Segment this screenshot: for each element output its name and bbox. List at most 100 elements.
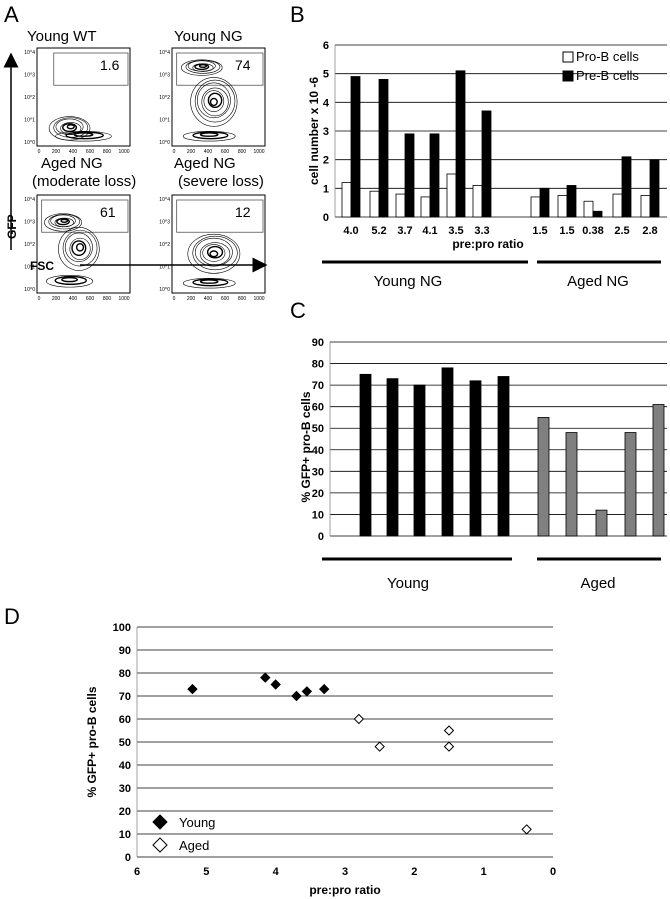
flow-y-tick: 10^1 — [159, 265, 170, 271]
chart-b-legend-label: Pre-B cells — [576, 68, 639, 83]
chart-c-group-label: Young — [387, 575, 429, 592]
chart-b-legend-label: Pro-B cells — [576, 49, 639, 64]
chart-c-bar-aged-4 — [624, 432, 637, 537]
contour-line — [62, 229, 98, 267]
chart-b-y-tick: 6 — [323, 40, 329, 52]
chart-c-bar-young-2 — [386, 378, 399, 537]
chart-d-point-aged-5 — [521, 824, 532, 835]
chart-d-x-label: pre:pro ratio — [309, 883, 380, 897]
flow-plots: 1.6 0 200 400 600 800 1000 10^0 10^1 10^2 10^3 10^4… — [24, 47, 266, 302]
flow-y-tick: 10^1 — [24, 265, 35, 271]
chart-b-x-tick: 5.2 — [371, 225, 386, 237]
contour-line — [48, 213, 81, 230]
chart-d-legend-marker — [152, 814, 168, 830]
gate-rectangle — [53, 52, 129, 86]
chart-b-bar-pre-b-cells-6 — [481, 110, 492, 218]
chart-d-point-young-1 — [187, 683, 198, 695]
flow-x-tick: 1000 — [253, 296, 264, 302]
contour-line — [46, 275, 94, 288]
contour-line — [194, 237, 233, 267]
chart-d-x-tick: 3 — [342, 866, 348, 878]
flow-x-tick: 0 — [38, 149, 41, 155]
chart-b-bar-pre-b-cells-2 — [378, 79, 389, 218]
chart-b-bar-pre-b-cells-4 — [429, 133, 440, 218]
flow-plot-3-subtitle: (moderate loss) — [32, 173, 136, 190]
chart-d-legend-label: Aged — [179, 838, 209, 853]
chart-c-y-tick: 80 — [312, 359, 324, 371]
chart-d-x-tick: 4 — [273, 866, 280, 878]
chart-d-y-tick: 20 — [119, 806, 131, 818]
contour-line — [182, 131, 236, 142]
chart-c-bar-young-4 — [441, 367, 454, 537]
chart-b-group-label: Aged NG — [567, 273, 629, 290]
flow-y-tick: 10^0 — [159, 287, 170, 293]
contour-line — [65, 131, 104, 140]
contour-line — [201, 87, 229, 117]
chart-c-bar-aged-1 — [537, 417, 550, 537]
chart-b-bar-pro-b-cells-7 — [530, 196, 541, 218]
flow-x-tick: 0 — [173, 296, 176, 302]
chart-b-group-label: Young NG — [374, 273, 443, 290]
chart-b-y-tick: 0 — [323, 212, 329, 224]
chart-b-x-tick: 1.5 — [559, 225, 574, 237]
chart-b-y-tick: 4 — [323, 97, 330, 109]
chart-b-x-tick: 2.8 — [642, 225, 657, 237]
gate-rectangle — [176, 199, 264, 233]
contour-line — [69, 237, 91, 260]
chart-c-y-tick: 30 — [312, 466, 324, 478]
contour-line — [190, 77, 238, 127]
chart-d-legend-label: Young — [179, 815, 215, 830]
flow-plot-3-title: Aged NG — [41, 155, 103, 172]
flow-plot-4-title: Aged NG — [174, 155, 236, 172]
chart-c-bar-young-5 — [469, 380, 482, 537]
contour-line — [185, 59, 221, 74]
chart-d-y-tick: 60 — [119, 714, 131, 726]
chart-c-bar-young-1 — [359, 373, 372, 537]
contour-line — [60, 122, 82, 135]
contour-line — [202, 244, 226, 262]
chart-c-group-label: Aged — [580, 575, 615, 592]
flow-x-tick: 600 — [86, 296, 95, 302]
contour-line — [71, 240, 87, 256]
chart-b-bar-pre-b-cells-10 — [621, 156, 632, 218]
contour-line — [73, 132, 94, 137]
chart-c-y-tick: 70 — [312, 380, 324, 392]
flow-y-tick: 10^0 — [159, 140, 170, 146]
chart-b-bar-pro-b-cells-4 — [420, 196, 431, 218]
flow-x-tick: 200 — [52, 296, 61, 302]
panel-a-letter: A — [4, 2, 19, 27]
chart-c-bar-aged-2 — [565, 432, 578, 537]
chart-c-bar-young-6 — [497, 376, 510, 537]
flow-y-tick: 10^3 — [159, 73, 170, 79]
flow-x-tick: 400 — [204, 296, 213, 302]
chart-b-x-tick: 4.1 — [422, 225, 437, 237]
chart-b-bar-pre-b-cells-1 — [350, 76, 361, 218]
chart-c-y-label: % GFP+ pro-B cells — [299, 391, 313, 502]
gate-percent: 12 — [235, 204, 251, 220]
flow-x-tick: 600 — [221, 296, 230, 302]
flow-y-tick: 10^2 — [159, 242, 170, 248]
panel-b-letter: B — [290, 2, 305, 27]
contour-line — [180, 59, 223, 76]
chart-c-bar-aged-3 — [595, 509, 608, 537]
flow-x-tick: 0 — [173, 149, 176, 155]
flow-x-tick: 800 — [238, 296, 247, 302]
chart-d-y-tick: 80 — [119, 668, 131, 680]
contour-line — [54, 275, 87, 286]
chart-c-y-tick: 10 — [312, 509, 324, 521]
chart-b-x-tick: 3.3 — [474, 225, 489, 237]
panel-c-letter: C — [290, 298, 306, 323]
contour-line — [209, 97, 218, 107]
flow-y-tick: 10^0 — [24, 287, 35, 293]
chart-c-y-tick: 20 — [312, 488, 324, 500]
chart-b-bar-pro-b-cells-9 — [583, 200, 594, 218]
contour-line — [207, 92, 223, 109]
chart-d-x-tick: 2 — [411, 866, 417, 878]
chart-d-point-young-5 — [301, 686, 313, 697]
flow-plot-3: 61 0 200 400 600 800 1000 10^0 10^1 10^2 10^3 10^4 — [24, 194, 131, 302]
flow-y-tick: 10^4 — [24, 197, 35, 203]
contour-line — [198, 63, 208, 69]
chart-b-y-tick: 3 — [323, 126, 329, 138]
